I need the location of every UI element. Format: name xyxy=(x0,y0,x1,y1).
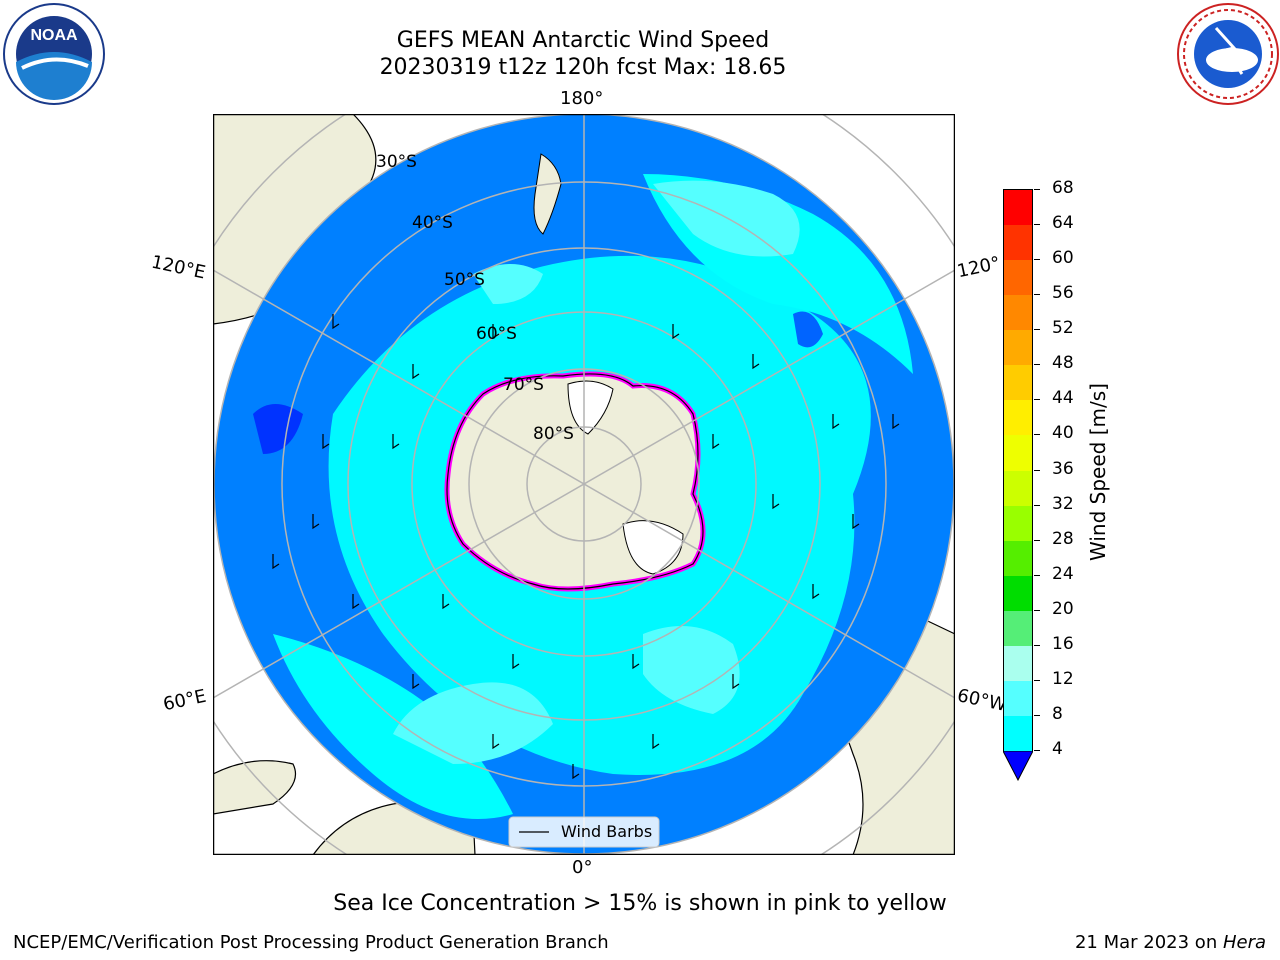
colorbar-segment xyxy=(1004,505,1032,542)
footer-host: Hera xyxy=(1222,932,1266,953)
lon-label-180: 180° xyxy=(560,88,604,109)
colorbar-tick-label: 60 xyxy=(1052,248,1074,269)
colorbar-tick-label: 4 xyxy=(1052,739,1063,759)
colorbar-tick-label: 12 xyxy=(1052,668,1074,689)
colorbar-tick-mark xyxy=(1034,504,1040,506)
lat-label-30s: 30°S xyxy=(376,152,417,172)
footer-date: 21 Mar 2023 on Hera xyxy=(1075,932,1266,953)
colorbar-tick-label: 24 xyxy=(1052,563,1074,584)
colorbar-tick-mark xyxy=(1034,679,1040,681)
lon-label-60w: 60°W xyxy=(955,685,1009,716)
lat-label-70s: 70°S xyxy=(503,375,544,395)
lon-label-120e: 120°E xyxy=(149,251,208,284)
sea-ice-caption: Sea Ice Concentration > 15% is shown in … xyxy=(333,891,947,916)
colorbar-segment xyxy=(1004,715,1032,752)
lat-label-50s: 50°S xyxy=(444,270,485,290)
colorbar-tick-mark xyxy=(1034,469,1040,471)
colorbar-tick-label: 16 xyxy=(1052,633,1074,654)
wind-barbs xyxy=(272,314,900,780)
colorbar-segment xyxy=(1004,330,1032,366)
colorbar-segment xyxy=(1004,680,1032,717)
noaa-logo-icon: NOAA xyxy=(3,3,105,105)
colorbar-tick-label: 8 xyxy=(1052,703,1063,724)
colorbar-tick-mark xyxy=(1034,609,1040,611)
colorbar-segment xyxy=(1004,225,1032,261)
colorbar-tick-label: 64 xyxy=(1052,213,1074,234)
colorbar-tick-mark xyxy=(1034,364,1040,366)
colorbar-tick-label: 32 xyxy=(1052,493,1074,514)
chart-title-line1: GEFS MEAN Antarctic Wind Speed xyxy=(396,28,770,53)
colorbar-segment xyxy=(1004,645,1032,682)
colorbar-tick-label: 48 xyxy=(1052,353,1074,374)
lon-label-0: 0° xyxy=(572,857,593,878)
colorbar-label: Wind Speed [m/s] xyxy=(1086,383,1110,561)
colorbar-segment xyxy=(1004,190,1032,226)
colorbar-tick-mark xyxy=(1034,574,1040,576)
colorbar-segment xyxy=(1004,295,1032,331)
colorbar-segment xyxy=(1004,365,1032,401)
colorbar-tick-mark xyxy=(1034,714,1040,716)
chart-title-line2: 20230319 t12z 120h fcst Max: 18.65 xyxy=(379,55,787,80)
land-new-zealand xyxy=(533,153,562,235)
colorbar-tick-mark xyxy=(1034,399,1040,401)
ross-ice-shelf xyxy=(567,380,614,435)
lon-label-60e: 60°E xyxy=(161,685,208,716)
lat-label-80s: 80°S xyxy=(533,424,574,444)
colorbar-tick-label: 28 xyxy=(1052,528,1074,549)
colorbar-extend-arrow xyxy=(1003,751,1033,781)
footer-credit: NCEP/EMC/Verification Post Processing Pr… xyxy=(13,932,609,953)
colorbar-tick-label: 36 xyxy=(1052,458,1074,479)
colorbar-tick-mark xyxy=(1034,294,1040,296)
colorbar-tick-mark xyxy=(1034,644,1040,646)
colorbar-tick-mark xyxy=(1034,329,1040,331)
colorbar-ticks: 68 64 60 56 52 48 44 40 36 32 28 24 20 16 12 8 4 xyxy=(1034,178,1094,759)
colorbar-segment xyxy=(1004,610,1032,647)
colorbar-segment xyxy=(1004,575,1032,612)
colorbar xyxy=(1003,189,1033,752)
colorbar-segment xyxy=(1004,435,1032,471)
colorbar-tick-mark xyxy=(1034,259,1040,261)
antarctic-map xyxy=(213,114,955,855)
land-madagascar xyxy=(213,760,297,815)
colorbar-tick-mark xyxy=(1034,189,1040,190)
noaa-logo-text: NOAA xyxy=(30,27,78,44)
colorbar-segment xyxy=(1004,400,1032,436)
colorbar-segment xyxy=(1004,260,1032,296)
footer-date-text: 21 Mar 2023 on xyxy=(1074,932,1223,953)
map-legend xyxy=(508,816,660,848)
colorbar-tick-label: 56 xyxy=(1052,283,1074,304)
colorbar-tick-mark xyxy=(1034,539,1040,541)
colorbar-tick-label: 40 xyxy=(1052,423,1074,444)
lon-label-120w: 120° xyxy=(955,252,1003,283)
lat-label-40s: 40°S xyxy=(412,213,453,233)
colorbar-tick-mark xyxy=(1034,434,1040,436)
colorbar-tick-label: 20 xyxy=(1052,598,1074,619)
colorbar-tick-label: 68 xyxy=(1052,178,1074,198)
colorbar-tick-label: 52 xyxy=(1052,318,1074,339)
colorbar-tick-label: 44 xyxy=(1052,388,1074,409)
colorbar-tick-mark xyxy=(1034,750,1040,751)
colorbar-segment xyxy=(1004,540,1032,577)
legend-label: Wind Barbs xyxy=(561,822,653,841)
map-frame xyxy=(213,114,955,855)
lat-label-60s: 60°S xyxy=(476,324,517,344)
nws-logo-icon xyxy=(1177,3,1279,105)
colorbar-tick-mark xyxy=(1034,224,1040,226)
colorbar-segment xyxy=(1004,470,1032,507)
ronne-ice-shelf xyxy=(622,520,684,575)
